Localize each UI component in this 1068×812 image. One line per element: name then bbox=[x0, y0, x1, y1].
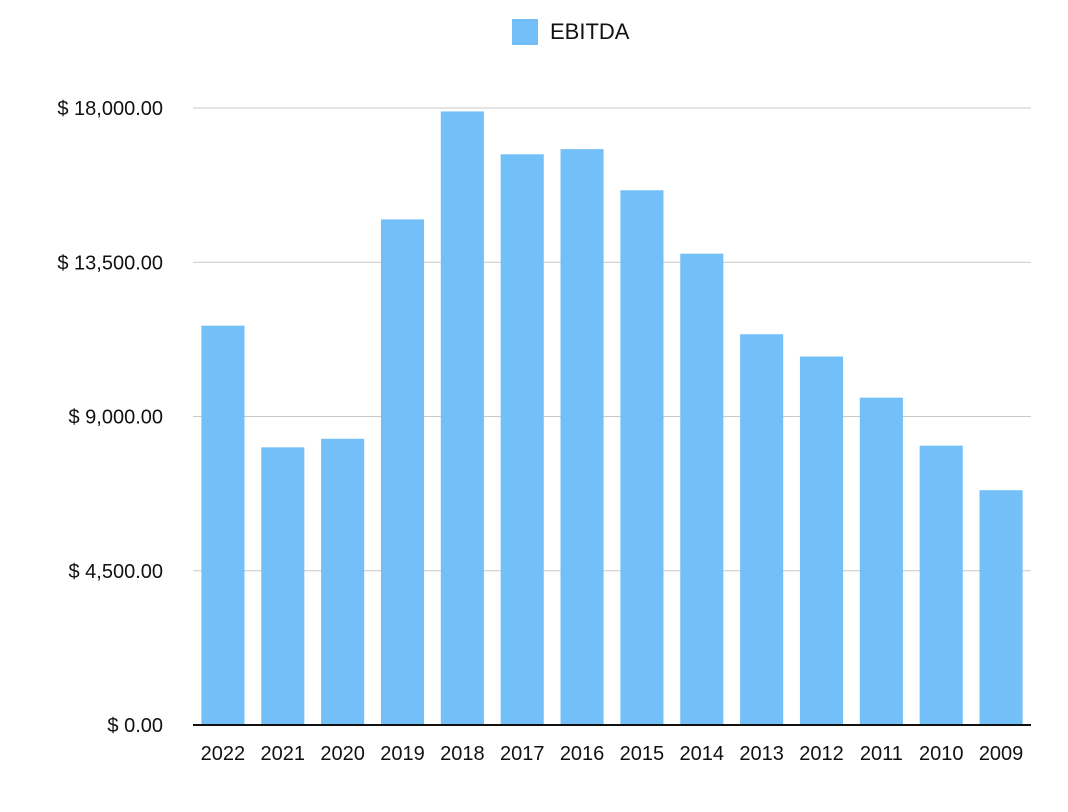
x-tick-label: 2020 bbox=[320, 743, 365, 765]
x-tick-label: 2012 bbox=[799, 743, 844, 765]
x-tick-label: 2018 bbox=[440, 743, 485, 765]
bar-2017 bbox=[500, 154, 544, 725]
y-tick-label: $ 18,000.00 bbox=[57, 98, 163, 120]
bar-2018 bbox=[440, 111, 484, 725]
chart-legend: EBITDA bbox=[512, 19, 629, 45]
x-tick-label: 2021 bbox=[261, 743, 306, 765]
bar-2020 bbox=[321, 438, 365, 725]
x-tick-label: 2017 bbox=[500, 743, 545, 765]
x-tick-label: 2015 bbox=[620, 743, 665, 765]
x-tick-label: 2019 bbox=[380, 743, 425, 765]
bar-2009 bbox=[979, 490, 1023, 725]
bar-2013 bbox=[740, 334, 784, 725]
bar-2010 bbox=[919, 445, 963, 725]
x-tick-label: 2014 bbox=[680, 743, 725, 765]
legend-swatch bbox=[512, 19, 538, 45]
bar-2011 bbox=[859, 397, 903, 725]
bar-2012 bbox=[799, 356, 844, 725]
x-axis-tick-labels: 2022 2021 2020 2019 2018 2017 2016 2015 2014 2013… bbox=[201, 743, 1024, 765]
y-tick-label: $ 4,500.00 bbox=[68, 561, 163, 583]
x-tick-label: 2013 bbox=[739, 743, 784, 765]
bar-2016 bbox=[560, 149, 604, 726]
y-tick-label: $ 0.00 bbox=[107, 715, 163, 737]
legend-label: EBITDA bbox=[550, 19, 630, 44]
x-tick-label: 2009 bbox=[979, 743, 1024, 765]
grid-lines bbox=[193, 107, 1031, 572]
bar-2022 bbox=[201, 325, 245, 725]
bar-2015 bbox=[620, 190, 664, 725]
y-tick-label: $ 13,500.00 bbox=[57, 252, 163, 274]
x-tick-label: 2010 bbox=[919, 743, 964, 765]
bar-2014 bbox=[680, 253, 724, 726]
bar-2021 bbox=[261, 447, 305, 725]
x-tick-label: 2011 bbox=[860, 743, 903, 765]
y-tick-label: $ 9,000.00 bbox=[68, 407, 163, 429]
y-axis-tick-labels: $ 0.00 $ 4,500.00 $ 9,000.00 $ 13,500.00 $ 1… bbox=[57, 98, 163, 737]
x-tick-label: 2022 bbox=[201, 743, 246, 765]
x-tick-label: 2016 bbox=[560, 743, 605, 765]
bars bbox=[201, 111, 1023, 726]
bar-2019 bbox=[380, 219, 425, 725]
